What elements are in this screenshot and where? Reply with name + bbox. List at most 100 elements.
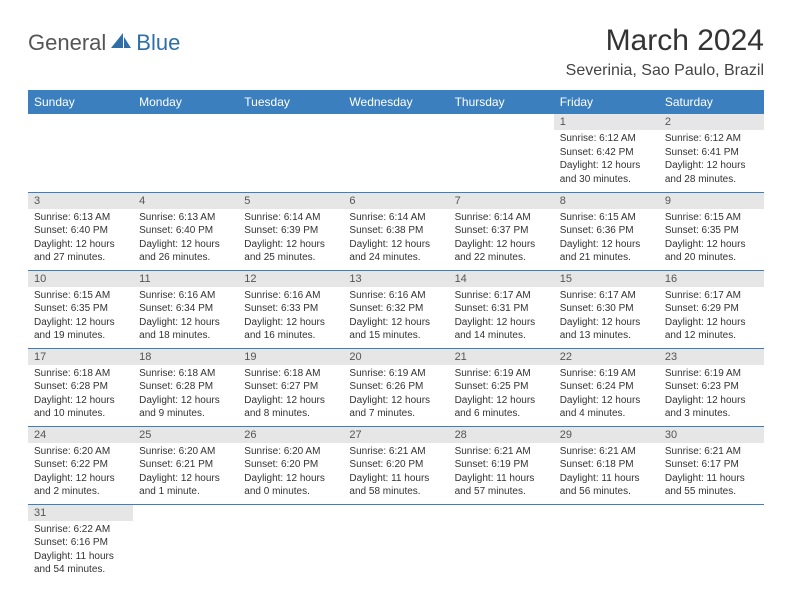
day-number: 5 — [238, 193, 343, 209]
day-number: 21 — [449, 349, 554, 365]
calendar-table: Sunday Monday Tuesday Wednesday Thursday… — [28, 90, 764, 582]
sunset-text: Sunset: 6:30 PM — [560, 302, 653, 316]
daylight-text: Daylight: 12 hours and 10 minutes. — [34, 394, 127, 421]
calendar-cell — [449, 504, 554, 582]
day-details: Sunrise: 6:19 AMSunset: 6:24 PMDaylight:… — [554, 365, 659, 425]
calendar-cell: 26Sunrise: 6:20 AMSunset: 6:20 PMDayligh… — [238, 426, 343, 504]
sunrise-text: Sunrise: 6:14 AM — [455, 211, 548, 225]
logo-text-general: General — [28, 30, 106, 56]
weekday-header: Thursday — [449, 90, 554, 114]
sunset-text: Sunset: 6:35 PM — [34, 302, 127, 316]
sunset-text: Sunset: 6:28 PM — [34, 380, 127, 394]
day-details: Sunrise: 6:15 AMSunset: 6:35 PMDaylight:… — [659, 209, 764, 269]
day-number: 18 — [133, 349, 238, 365]
sunrise-text: Sunrise: 6:15 AM — [34, 289, 127, 303]
daylight-text: Daylight: 11 hours and 56 minutes. — [560, 472, 653, 499]
sunset-text: Sunset: 6:20 PM — [244, 458, 337, 472]
daylight-text: Daylight: 12 hours and 1 minute. — [139, 472, 232, 499]
day-details: Sunrise: 6:15 AMSunset: 6:35 PMDaylight:… — [28, 287, 133, 347]
day-details: Sunrise: 6:14 AMSunset: 6:37 PMDaylight:… — [449, 209, 554, 269]
calendar-cell: 23Sunrise: 6:19 AMSunset: 6:23 PMDayligh… — [659, 348, 764, 426]
calendar-cell: 7Sunrise: 6:14 AMSunset: 6:37 PMDaylight… — [449, 192, 554, 270]
calendar-cell: 19Sunrise: 6:18 AMSunset: 6:27 PMDayligh… — [238, 348, 343, 426]
calendar-cell: 9Sunrise: 6:15 AMSunset: 6:35 PMDaylight… — [659, 192, 764, 270]
calendar-cell: 2Sunrise: 6:12 AMSunset: 6:41 PMDaylight… — [659, 114, 764, 192]
calendar-cell: 28Sunrise: 6:21 AMSunset: 6:19 PMDayligh… — [449, 426, 554, 504]
calendar-cell: 22Sunrise: 6:19 AMSunset: 6:24 PMDayligh… — [554, 348, 659, 426]
day-details: Sunrise: 6:21 AMSunset: 6:20 PMDaylight:… — [343, 443, 448, 503]
sunset-text: Sunset: 6:40 PM — [34, 224, 127, 238]
calendar-row: 24Sunrise: 6:20 AMSunset: 6:22 PMDayligh… — [28, 426, 764, 504]
sunrise-text: Sunrise: 6:17 AM — [455, 289, 548, 303]
sunset-text: Sunset: 6:34 PM — [139, 302, 232, 316]
calendar-row: 1Sunrise: 6:12 AMSunset: 6:42 PMDaylight… — [28, 114, 764, 192]
daylight-text: Daylight: 12 hours and 21 minutes. — [560, 238, 653, 265]
calendar-cell: 16Sunrise: 6:17 AMSunset: 6:29 PMDayligh… — [659, 270, 764, 348]
sunrise-text: Sunrise: 6:19 AM — [455, 367, 548, 381]
day-details: Sunrise: 6:14 AMSunset: 6:39 PMDaylight:… — [238, 209, 343, 269]
sunset-text: Sunset: 6:39 PM — [244, 224, 337, 238]
sunset-text: Sunset: 6:24 PM — [560, 380, 653, 394]
day-details: Sunrise: 6:18 AMSunset: 6:27 PMDaylight:… — [238, 365, 343, 425]
day-details: Sunrise: 6:16 AMSunset: 6:32 PMDaylight:… — [343, 287, 448, 347]
weekday-header: Wednesday — [343, 90, 448, 114]
sunset-text: Sunset: 6:38 PM — [349, 224, 442, 238]
day-details: Sunrise: 6:19 AMSunset: 6:25 PMDaylight:… — [449, 365, 554, 425]
day-details: Sunrise: 6:20 AMSunset: 6:22 PMDaylight:… — [28, 443, 133, 503]
day-number: 9 — [659, 193, 764, 209]
sunset-text: Sunset: 6:36 PM — [560, 224, 653, 238]
day-details: Sunrise: 6:19 AMSunset: 6:23 PMDaylight:… — [659, 365, 764, 425]
calendar-cell: 31Sunrise: 6:22 AMSunset: 6:16 PMDayligh… — [28, 504, 133, 582]
daylight-text: Daylight: 12 hours and 16 minutes. — [244, 316, 337, 343]
day-number: 26 — [238, 427, 343, 443]
daylight-text: Daylight: 12 hours and 30 minutes. — [560, 159, 653, 186]
day-number: 23 — [659, 349, 764, 365]
daylight-text: Daylight: 12 hours and 8 minutes. — [244, 394, 337, 421]
day-number: 11 — [133, 271, 238, 287]
calendar-cell: 15Sunrise: 6:17 AMSunset: 6:30 PMDayligh… — [554, 270, 659, 348]
day-details: Sunrise: 6:21 AMSunset: 6:17 PMDaylight:… — [659, 443, 764, 503]
sunset-text: Sunset: 6:19 PM — [455, 458, 548, 472]
day-number: 7 — [449, 193, 554, 209]
sunset-text: Sunset: 6:26 PM — [349, 380, 442, 394]
location-subtitle: Severinia, Sao Paulo, Brazil — [566, 62, 764, 80]
daylight-text: Daylight: 12 hours and 24 minutes. — [349, 238, 442, 265]
daylight-text: Daylight: 12 hours and 4 minutes. — [560, 394, 653, 421]
calendar-cell: 30Sunrise: 6:21 AMSunset: 6:17 PMDayligh… — [659, 426, 764, 504]
calendar-cell: 21Sunrise: 6:19 AMSunset: 6:25 PMDayligh… — [449, 348, 554, 426]
weekday-header: Sunday — [28, 90, 133, 114]
calendar-cell — [659, 504, 764, 582]
sunset-text: Sunset: 6:17 PM — [665, 458, 758, 472]
calendar-cell — [28, 114, 133, 192]
sunrise-text: Sunrise: 6:16 AM — [349, 289, 442, 303]
day-number: 12 — [238, 271, 343, 287]
day-details: Sunrise: 6:16 AMSunset: 6:33 PMDaylight:… — [238, 287, 343, 347]
sunrise-text: Sunrise: 6:21 AM — [560, 445, 653, 459]
calendar-cell: 29Sunrise: 6:21 AMSunset: 6:18 PMDayligh… — [554, 426, 659, 504]
daylight-text: Daylight: 12 hours and 7 minutes. — [349, 394, 442, 421]
day-details: Sunrise: 6:12 AMSunset: 6:41 PMDaylight:… — [659, 130, 764, 190]
sunrise-text: Sunrise: 6:20 AM — [34, 445, 127, 459]
day-number: 17 — [28, 349, 133, 365]
sunset-text: Sunset: 6:27 PM — [244, 380, 337, 394]
sunset-text: Sunset: 6:29 PM — [665, 302, 758, 316]
sunset-text: Sunset: 6:32 PM — [349, 302, 442, 316]
sunrise-text: Sunrise: 6:13 AM — [34, 211, 127, 225]
day-number: 24 — [28, 427, 133, 443]
calendar-cell: 4Sunrise: 6:13 AMSunset: 6:40 PMDaylight… — [133, 192, 238, 270]
day-number: 22 — [554, 349, 659, 365]
daylight-text: Daylight: 12 hours and 3 minutes. — [665, 394, 758, 421]
sunrise-text: Sunrise: 6:20 AM — [139, 445, 232, 459]
sunrise-text: Sunrise: 6:19 AM — [560, 367, 653, 381]
day-number: 27 — [343, 427, 448, 443]
daylight-text: Daylight: 11 hours and 58 minutes. — [349, 472, 442, 499]
daylight-text: Daylight: 12 hours and 22 minutes. — [455, 238, 548, 265]
daylight-text: Daylight: 12 hours and 15 minutes. — [349, 316, 442, 343]
calendar-row: 3Sunrise: 6:13 AMSunset: 6:40 PMDaylight… — [28, 192, 764, 270]
weekday-header: Tuesday — [238, 90, 343, 114]
day-details: Sunrise: 6:17 AMSunset: 6:30 PMDaylight:… — [554, 287, 659, 347]
sunrise-text: Sunrise: 6:16 AM — [244, 289, 337, 303]
calendar-cell: 18Sunrise: 6:18 AMSunset: 6:28 PMDayligh… — [133, 348, 238, 426]
sunrise-text: Sunrise: 6:18 AM — [34, 367, 127, 381]
calendar-cell: 11Sunrise: 6:16 AMSunset: 6:34 PMDayligh… — [133, 270, 238, 348]
